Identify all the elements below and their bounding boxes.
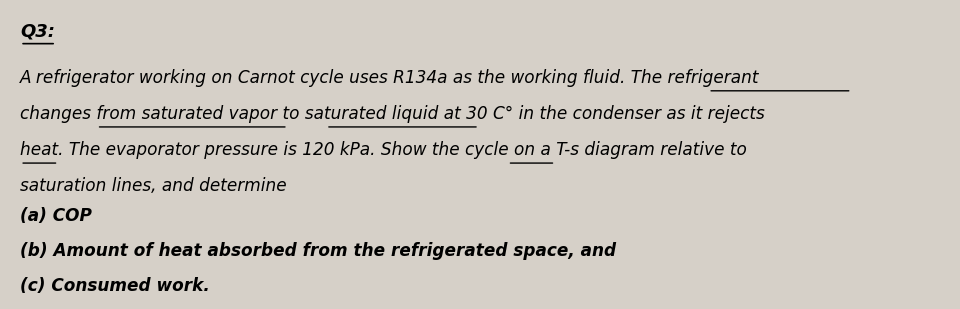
Text: heat. The evaporator pressure is 120 kPa. Show the cycle on a T-s diagram relati: heat. The evaporator pressure is 120 kPa… — [20, 141, 747, 159]
Text: saturation lines, and determine: saturation lines, and determine — [20, 177, 287, 195]
Text: A refrigerator working on Carnot cycle uses R134a as the working fluid. The refr: A refrigerator working on Carnot cycle u… — [20, 69, 759, 87]
Text: changes from saturated vapor to saturated liquid at 30 C° in the condenser as it: changes from saturated vapor to saturate… — [20, 105, 765, 123]
Text: (c) Consumed work.: (c) Consumed work. — [20, 277, 210, 295]
Text: (b) Amount of heat absorbed from the refrigerated space, and: (b) Amount of heat absorbed from the ref… — [20, 242, 616, 260]
Text: Q3:: Q3: — [20, 23, 56, 41]
Text: (a) COP: (a) COP — [20, 206, 92, 225]
